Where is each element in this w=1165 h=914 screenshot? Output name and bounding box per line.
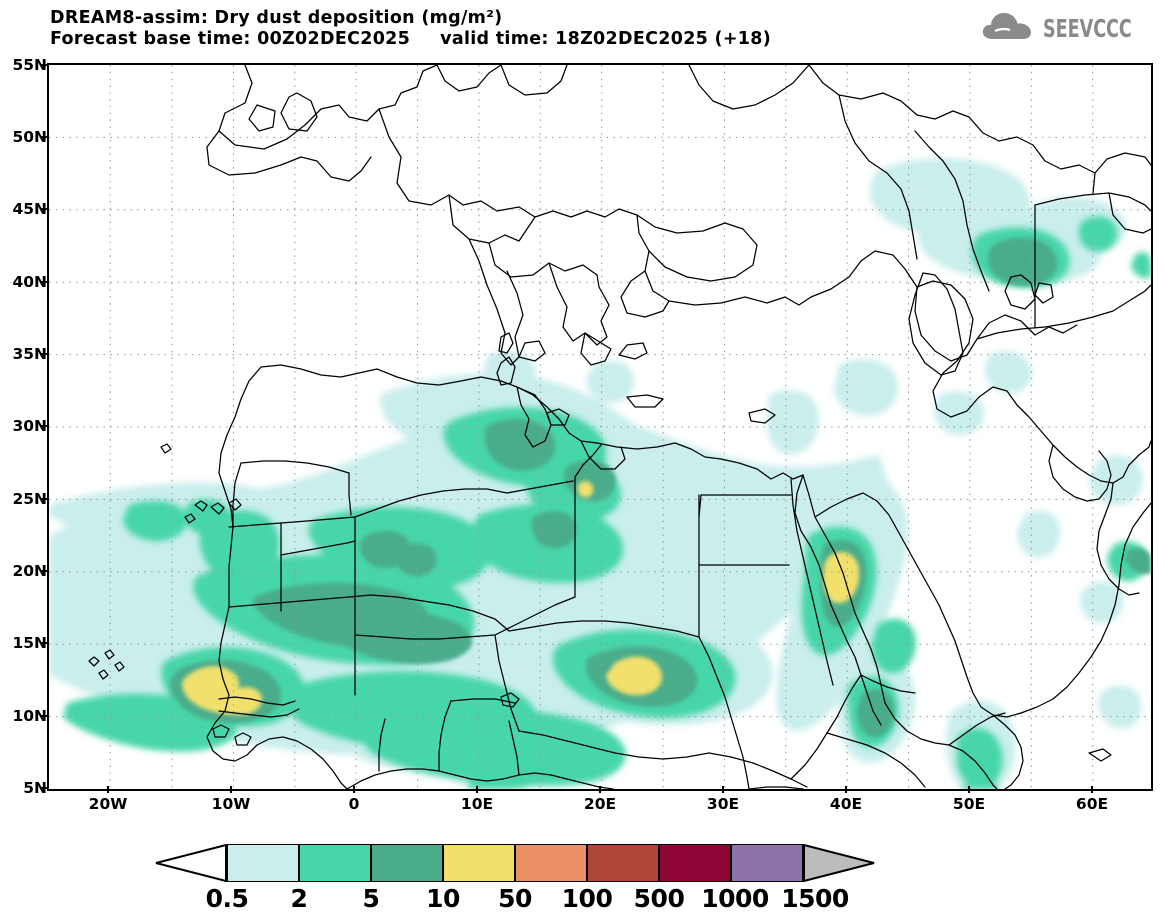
cloud-wind-icon [979,9,1037,47]
contour-band-5-10 [170,237,1151,738]
colorbar-cell-2-5 [299,844,371,882]
ytick-label-30N: 30N [12,417,47,435]
xtick-40E [845,786,847,793]
xtick-label-20E: 20E [583,795,617,813]
colorbar-over-arrow [803,844,875,882]
colorbar-strip [155,844,875,882]
chart-title: DREAM8-assim: Dry dust deposition (mg/m²… [50,8,503,28]
ytick-20N [40,570,47,572]
ytick-15N [40,642,47,644]
ytick-label-25N: 25N [12,490,47,508]
logo-text: SEEVCCC [1043,13,1132,43]
colorbar-cell-100-500 [587,844,659,882]
ytick-label-5N: 5N [23,779,47,797]
seevccc-logo: SEEVCCC [979,9,1157,47]
ytick-45N [40,208,47,210]
xtick-label-60E: 60E [1075,795,1109,813]
xtick-20E [599,786,601,793]
xtick-label-10W: 10W [211,795,251,813]
valid-time-text: valid time: 18Z02DEC2025 (+18) [440,29,772,49]
colorbar-label-1000: 1000 [701,884,769,913]
ytick-label-20N: 20N [12,562,47,580]
map-svg [49,65,1151,789]
colorbar-under-arrow [155,844,227,882]
ytick-label-35N: 35N [12,345,47,363]
ytick-50N [40,136,47,138]
colorbar-cell-0p5-2 [227,844,299,882]
xtick-label-40E: 40E [829,795,863,813]
xtick-30E [722,786,724,793]
contour-band-10-50 [182,481,860,715]
colorbar-labels: 0.5 2 5 10 50 100 500 1000 1500 [155,884,1015,914]
base-time-text: Forecast base time: 00Z02DEC2025 [50,29,411,49]
colorbar-label-100: 100 [561,884,613,913]
colorbar-label-5: 5 [362,884,380,913]
xtick-10E [476,786,478,793]
map-coastlines [88,65,1151,789]
colorbar: 0.5 2 5 10 50 100 500 1000 1500 [0,840,1165,913]
ytick-label-45N: 45N [12,200,47,218]
ytick-label-15N: 15N [12,634,47,652]
ytick-5N [40,787,47,789]
xtick-label-50E: 50E [952,795,986,813]
ytick-30N [40,425,47,427]
ytick-40N [40,281,47,283]
ytick-10N [40,715,47,717]
colorbar-label-2: 2 [290,884,308,913]
chart-subtitle: Forecast base time: 00Z02DEC2025 valid ti… [50,29,950,50]
colorbar-label-1500: 1500 [781,884,849,913]
xtick-label-0: 0 [348,795,360,813]
colorbar-label-10: 10 [426,884,460,913]
xtick-20W [107,786,109,793]
xtick-50E [968,786,970,793]
ytick-label-40N: 40N [12,273,47,291]
colorbar-label-500: 500 [633,884,685,913]
xtick-label-20W: 20W [88,795,128,813]
ytick-55N [40,64,47,66]
xtick-60E [1091,786,1093,793]
ytick-label-10N: 10N [12,707,47,725]
colorbar-cell-10-50 [443,844,515,882]
map-gridlines [49,65,1151,789]
ytick-label-50N: 50N [12,128,47,146]
chart-header: DREAM8-assim: Dry dust deposition (mg/m²… [50,8,950,50]
xtick-label-30E: 30E [706,795,740,813]
colorbar-label-0p5: 0.5 [205,884,249,913]
xtick-label-10E: 10E [460,795,494,813]
colorbar-cell-5-10 [371,844,443,882]
map-plot-area [47,63,1153,791]
colorbar-cell-1000-1500 [731,844,803,882]
xtick-10W [230,786,232,793]
ytick-35N [40,353,47,355]
colorbar-label-50: 50 [498,884,532,913]
colorbar-cell-50-100 [515,844,587,882]
ytick-25N [40,498,47,500]
colorbar-cell-500-1000 [659,844,731,882]
xtick-0 [353,786,355,793]
ytick-label-55N: 55N [12,56,47,74]
